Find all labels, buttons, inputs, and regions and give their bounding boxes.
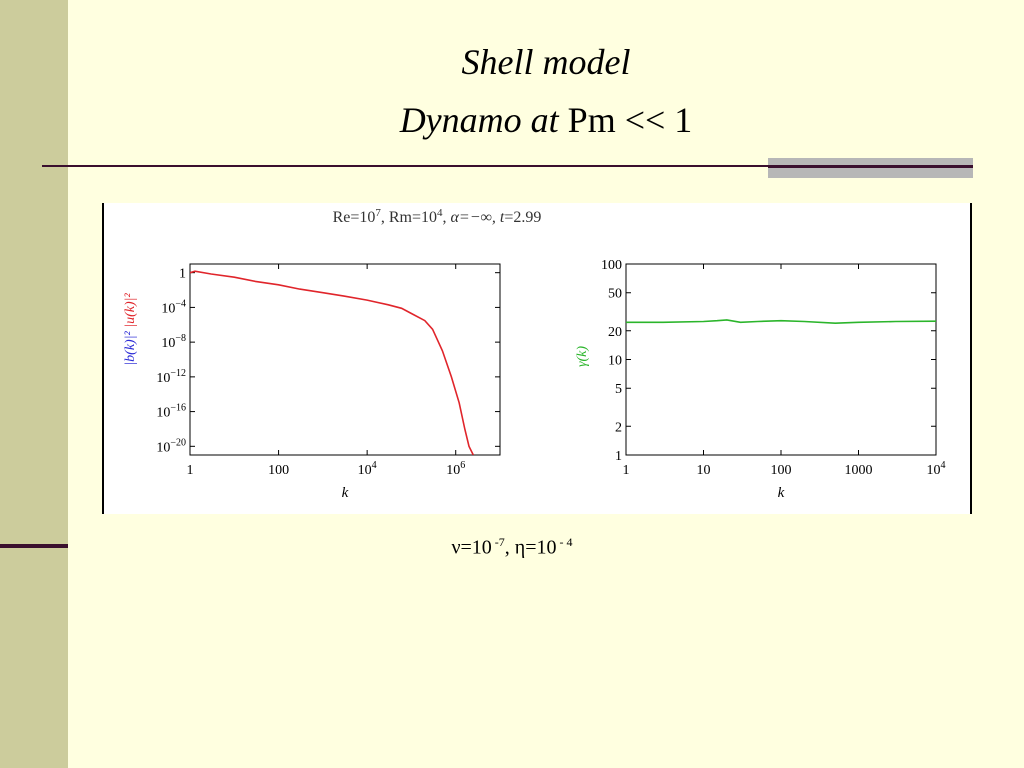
spectrum-y-tick-label: 10−20 (156, 437, 186, 455)
spectrum-y-tick-label: 10−16 (156, 403, 186, 421)
alpha-label: α=−∞, (451, 209, 496, 226)
gamma-y-axis-label: γ(k) (575, 346, 590, 367)
gamma-series-line-0 (626, 319, 936, 325)
spectrum-y-tick-label: 1 (179, 267, 186, 282)
spectrum-x-tick-label: 1 (187, 463, 194, 478)
spectrum-x-axis-label: k (342, 485, 349, 501)
figure-header: Re=107, Rm=104, α=−∞, t=2.99 (333, 207, 542, 226)
gamma-chart: 1 10 100 1000 104 1 2 5 10 20 50 100 k γ(k) (575, 258, 946, 501)
gamma-y-tick-label: 20 (608, 325, 622, 340)
gamma-x-tick-label: 104 (927, 460, 946, 478)
gamma-y-tick-label: 50 (608, 287, 622, 302)
eta-symbol: η (514, 536, 526, 559)
title-rule-accent (768, 158, 973, 178)
spectrum-y-axis-label: |b(k)|² |u(k)|² (123, 293, 138, 366)
rm-exponent: 4 (437, 207, 443, 219)
gamma-y-tick-label: 100 (601, 258, 622, 273)
re-label: Re=10 (333, 209, 376, 226)
spectrum-x-tick-label: 106 (446, 460, 465, 478)
gamma-x-tick-label: 1000 (845, 463, 873, 478)
nu-symbol: ν (451, 536, 461, 559)
parameters-line: ν=10 -7, η=10 - 4 (0, 535, 1024, 560)
slide-title: Shell model (68, 42, 1024, 82)
spectrum-plot-frame (189, 263, 501, 456)
rm-label: Rm=10 (389, 209, 437, 226)
header-sep-1: , (381, 209, 389, 226)
slide-subtitle-italic: Dynamo at (399, 100, 559, 140)
gamma-x-tick-label: 1 (623, 463, 630, 478)
spectrum-y-tick-label: 10−12 (156, 368, 186, 386)
gamma-y-tick-label: 2 (615, 420, 622, 435)
gamma-y-tick-label: 5 (615, 382, 622, 397)
re-exponent: 7 (375, 207, 381, 219)
header-sep-2: , (443, 209, 451, 226)
t-label: t (500, 209, 505, 226)
spectrum-x-tick-label: 104 (358, 460, 377, 478)
eta-base: =10 (525, 536, 557, 559)
spectrum-x-tick-label: 100 (268, 463, 289, 478)
eta-exponent: - 4 (556, 535, 573, 549)
gamma-x-tick-label: 10 (697, 463, 711, 478)
spectrum-chart: 1 100 104 106 1 10−4 10−8 10−12 10−16 10−20 k |b(k)… (123, 263, 501, 501)
left-decorative-band (0, 0, 68, 768)
gamma-x-tick-label: 100 (771, 463, 792, 478)
params-separator: , (504, 536, 515, 559)
spectrum-series-line-0 (190, 270, 475, 455)
title-rule-accent-line (768, 165, 973, 168)
slide-subtitle-rest: Pm << 1 (567, 100, 693, 140)
nu-base: =10 (460, 536, 492, 559)
gamma-y-tick-label: 10 (608, 354, 622, 369)
spectrum-y-tick-label: 10−4 (161, 298, 186, 316)
figure-panel: Re=107, Rm=104, α=−∞, t=2.99 1 100 104 106 1… (102, 203, 972, 514)
slide-title-text: Shell model (461, 42, 631, 82)
title-rule (42, 165, 972, 167)
figure-svg: Re=107, Rm=104, α=−∞, t=2.99 1 100 104 1061… (123, 207, 946, 501)
gamma-y-tick-label: 1 (615, 449, 622, 464)
gamma-plot-frame (625, 263, 937, 456)
slide-subtitle: Dynamo at Pm << 1 (68, 100, 1024, 140)
spectrum-y-tick-label: 10−8 (161, 333, 186, 351)
nu-exponent: -7 (491, 535, 505, 549)
left-band-marker (0, 544, 68, 548)
t-value: =2.99 (504, 209, 541, 226)
gamma-x-axis-label: k (778, 485, 785, 501)
